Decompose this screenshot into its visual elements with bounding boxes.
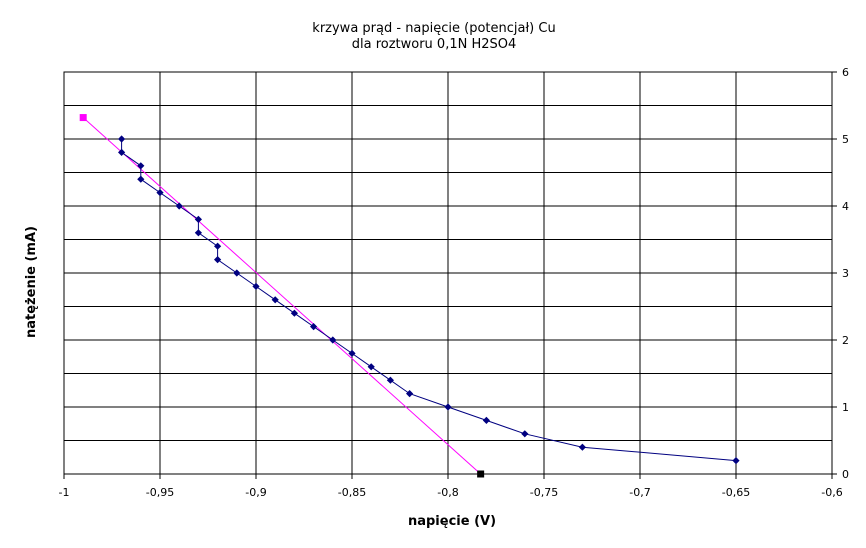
series-1-point: [137, 175, 145, 183]
y-tick-label: 5: [842, 133, 849, 146]
y-tick-label: 4: [842, 200, 849, 213]
series-1-point: [214, 242, 222, 250]
series-1-point: [444, 403, 452, 411]
chart-title-line-1: krzywa prąd - napięcie (potencjał) Cu: [312, 21, 555, 36]
series-2-point: [79, 114, 87, 122]
x-tick-label: -0,85: [338, 486, 366, 499]
series-1-point: [310, 323, 318, 331]
series-1-point: [118, 135, 126, 143]
series-1-point: [386, 376, 394, 384]
series-2-line: [82, 117, 481, 475]
y-tick-label: 2: [842, 334, 849, 347]
series-1-point: [482, 416, 490, 424]
series-1-point: [175, 202, 183, 210]
series-1-point: [194, 215, 202, 223]
series-1-point: [521, 430, 529, 438]
series-1-point: [367, 363, 375, 371]
grid: [64, 72, 832, 474]
x-tick-label: -0,9: [245, 486, 266, 499]
chart-title-line-2: dla roztworu 0,1N H2SO4: [352, 37, 517, 52]
series-1-point: [329, 336, 337, 344]
series-1-point: [406, 390, 414, 398]
series-1-point: [194, 229, 202, 237]
series-1-point: [348, 349, 356, 357]
y-axis-label: natężenie (mA): [24, 226, 39, 338]
x-tick-label: -0,6: [821, 486, 842, 499]
series-1-point: [252, 282, 260, 290]
y-tick-label: 1: [842, 401, 849, 414]
x-tick-label: -1: [59, 486, 70, 499]
x-tick-label: -0,7: [629, 486, 650, 499]
series-1-point: [578, 443, 586, 451]
x-axis-ticks: -1 -0,95 -0,9 -0,85 -0,8 -0,75 -0,7 -0,65 -0,6: [59, 474, 843, 499]
y-tick-label: 0: [842, 468, 849, 481]
series-1-point: [137, 162, 145, 170]
series-1-point: [732, 457, 740, 465]
series-1-point: [290, 309, 298, 317]
x-tick-label: -0,65: [722, 486, 750, 499]
y-tick-label: 3: [842, 267, 849, 280]
series-1-point: [271, 296, 279, 304]
x-tick-label: -0,95: [146, 486, 174, 499]
x-tick-label: -0,8: [437, 486, 458, 499]
series-1-point: [118, 148, 126, 156]
y-axis-ticks: 0 1 2 3 4 5 6: [832, 66, 849, 481]
x-axis-label: napięcie (V): [408, 514, 496, 529]
series-1-point: [156, 189, 164, 197]
x-tick-label: -0,75: [530, 486, 558, 499]
series-1-point: [214, 256, 222, 264]
series-2-point: [477, 470, 485, 478]
series-1-point: [233, 269, 241, 277]
series-layer: [79, 114, 740, 478]
y-tick-label: 6: [842, 66, 849, 79]
